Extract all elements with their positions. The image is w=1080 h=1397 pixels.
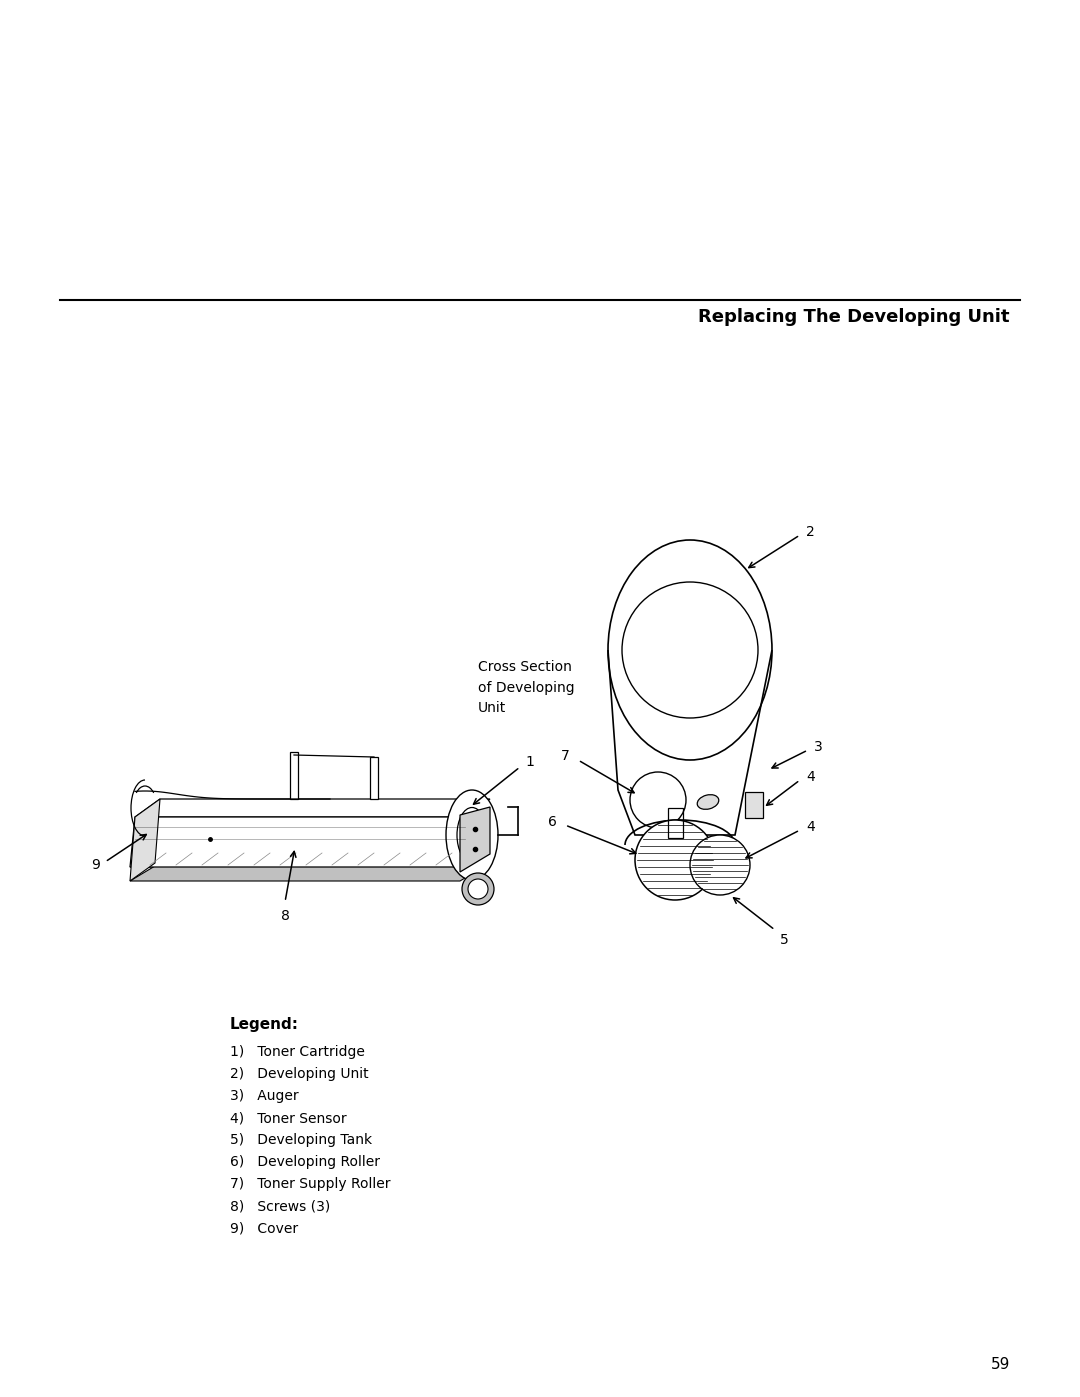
Text: 3: 3 — [814, 740, 823, 754]
Text: 6)   Developing Roller: 6) Developing Roller — [230, 1155, 380, 1169]
Text: 59: 59 — [990, 1356, 1010, 1372]
Text: 3)   Auger: 3) Auger — [230, 1090, 299, 1104]
FancyBboxPatch shape — [745, 792, 762, 819]
Circle shape — [635, 820, 715, 900]
Circle shape — [462, 873, 494, 905]
Text: 7: 7 — [562, 749, 570, 763]
Polygon shape — [130, 863, 490, 882]
Text: Replacing The Developing Unit: Replacing The Developing Unit — [699, 307, 1010, 326]
Text: 1)   Toner Cartridge: 1) Toner Cartridge — [230, 1045, 365, 1059]
Text: 2)   Developing Unit: 2) Developing Unit — [230, 1067, 368, 1081]
Text: 8)   Screws (3): 8) Screws (3) — [230, 1199, 330, 1213]
Ellipse shape — [457, 807, 487, 862]
Text: 1: 1 — [525, 754, 534, 768]
Polygon shape — [130, 817, 465, 868]
Ellipse shape — [698, 795, 719, 809]
Text: 9: 9 — [91, 858, 100, 872]
Text: 8: 8 — [281, 909, 289, 923]
Text: 4)   Toner Sensor: 4) Toner Sensor — [230, 1111, 347, 1125]
Polygon shape — [130, 799, 160, 882]
Polygon shape — [461, 823, 483, 828]
Text: Cross Section
of Developing
Unit: Cross Section of Developing Unit — [478, 659, 575, 715]
Text: 2: 2 — [806, 525, 814, 539]
Text: 4: 4 — [806, 820, 814, 834]
Text: 5)   Developing Tank: 5) Developing Tank — [230, 1133, 373, 1147]
Ellipse shape — [446, 789, 498, 880]
Text: 7)   Toner Supply Roller: 7) Toner Supply Roller — [230, 1178, 391, 1192]
Text: 5: 5 — [780, 933, 788, 947]
Text: 9)   Cover: 9) Cover — [230, 1221, 298, 1235]
Polygon shape — [370, 757, 378, 799]
Polygon shape — [460, 807, 490, 872]
Polygon shape — [135, 799, 490, 817]
Polygon shape — [130, 849, 490, 868]
Circle shape — [468, 879, 488, 900]
Text: 4: 4 — [806, 770, 814, 784]
Circle shape — [690, 835, 750, 895]
Text: 6: 6 — [549, 814, 557, 828]
Polygon shape — [291, 752, 298, 799]
Text: Legend:: Legend: — [230, 1017, 299, 1032]
